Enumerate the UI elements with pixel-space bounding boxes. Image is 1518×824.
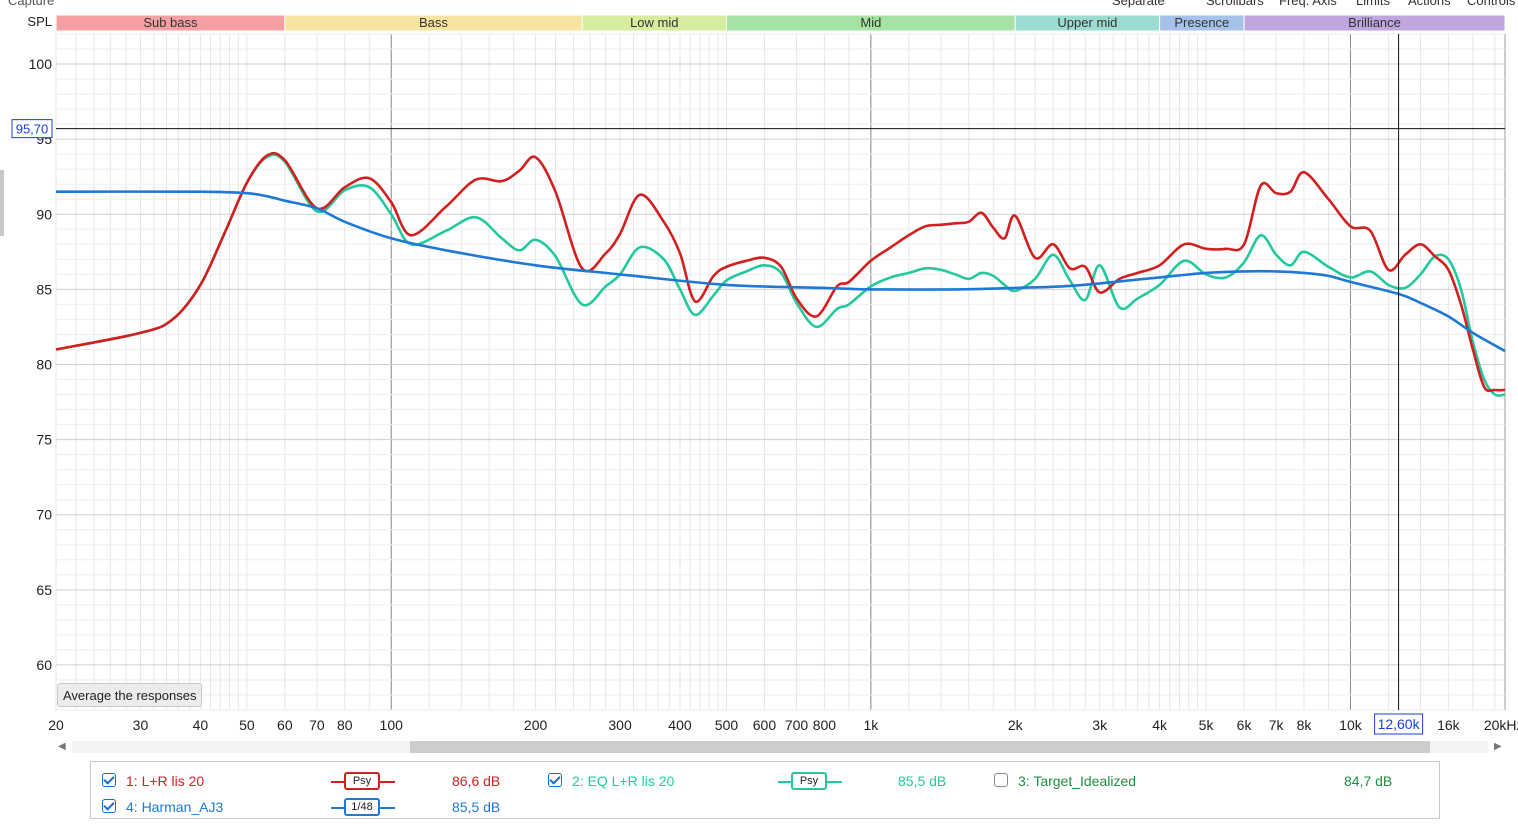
menu-actions[interactable]: Actions bbox=[1408, 0, 1451, 8]
smoothing-box-2: Psy bbox=[791, 772, 827, 790]
x-tick-label-9: 300 bbox=[608, 717, 632, 733]
x-tick-label-22: 8k bbox=[1297, 717, 1313, 733]
x-tick-label-11: 500 bbox=[715, 717, 739, 733]
band-label-0: Sub bass bbox=[143, 15, 198, 30]
band-label-5: Presence bbox=[1174, 15, 1229, 30]
x-tick-label-25: 20kHz bbox=[1484, 717, 1518, 733]
menu-freq-axis[interactable]: Freq. Axis bbox=[1279, 0, 1337, 8]
menu-scrollbars[interactable]: Scrollbars bbox=[1206, 0, 1264, 8]
x-tick-label-19: 5k bbox=[1199, 717, 1215, 733]
y-tick-label-7: 65 bbox=[36, 582, 52, 598]
smoothing-box-1: Psy bbox=[344, 772, 380, 790]
menu-partial-left[interactable]: Capture bbox=[8, 0, 55, 8]
spl-chart[interactable]: Sub bass Bass Low mid Mid Upper mid Presence B… bbox=[0, 0, 1518, 740]
x-tick-label-8: 200 bbox=[524, 717, 548, 733]
x-tick-label-23: 10k bbox=[1339, 717, 1363, 733]
x-tick-label-24: 16k bbox=[1437, 717, 1461, 733]
x-tick-label-17: 3k bbox=[1092, 717, 1108, 733]
checkbox-entry-3[interactable] bbox=[994, 773, 1008, 787]
series-line-2 bbox=[55, 190, 1506, 353]
cursor-x-box bbox=[1374, 713, 1424, 735]
side-panel-edge bbox=[0, 170, 4, 236]
checkbox-entry-2[interactable] bbox=[548, 773, 562, 787]
band-label-4: Upper mid bbox=[1057, 15, 1117, 30]
x-tick-label-1: 30 bbox=[133, 717, 149, 733]
legend-panel: 1: L+R lis 20 Psy 86,6 dB 2: EQ L+R lis … bbox=[90, 761, 1440, 819]
x-tick-label-13: 700 bbox=[785, 717, 809, 733]
band-label-2: Low mid bbox=[630, 15, 678, 30]
y-tick-label-5: 75 bbox=[36, 432, 52, 448]
band-label-1: Bass bbox=[419, 15, 448, 30]
smoothing-entry-2[interactable]: Psy bbox=[778, 772, 842, 792]
x-tick-label-18: 4k bbox=[1152, 717, 1168, 733]
x-tick-label-15: 1k bbox=[863, 717, 879, 733]
cursor-x-readout: 12,60k bbox=[1378, 716, 1421, 732]
band-label-6: Brilliance bbox=[1348, 15, 1401, 30]
legend-value-2: 85,5 dB bbox=[898, 773, 947, 789]
y-tick-label-0: 100 bbox=[29, 56, 53, 72]
legend-label-1: 1: L+R lis 20 bbox=[126, 773, 205, 789]
legend-value-1: 86,6 dB bbox=[452, 773, 501, 789]
band-6 bbox=[1243, 14, 1506, 32]
checkbox-entry-1[interactable] bbox=[102, 773, 116, 787]
scrollbar-thumb[interactable] bbox=[410, 741, 1430, 753]
x-tick-label-21: 7k bbox=[1269, 717, 1285, 733]
band-label-3: Mid bbox=[860, 15, 881, 30]
x-tick-label-0: 20 bbox=[48, 717, 64, 733]
cursor-y-box bbox=[11, 119, 53, 139]
y-tick-label-2: 90 bbox=[36, 206, 52, 222]
x-tick-label-3: 50 bbox=[239, 717, 255, 733]
menu-partial-right[interactable]: Separate bbox=[1112, 0, 1165, 8]
x-tick-label-10: 400 bbox=[668, 717, 692, 733]
legend-value-3: 84,7 dB bbox=[1344, 773, 1393, 789]
series-line-1 bbox=[55, 151, 1506, 393]
legend-label-4: 4: Harman_AJ3 bbox=[126, 799, 224, 815]
scroll-left-arrow-icon[interactable]: ◀ bbox=[58, 741, 66, 752]
menu-controls[interactable]: Controls bbox=[1467, 0, 1516, 8]
x-tick-label-20: 6k bbox=[1237, 717, 1253, 733]
y-axis-label: SPL bbox=[27, 14, 52, 29]
smoothing-entry-1[interactable]: Psy bbox=[331, 772, 395, 792]
x-tick-label-14: 800 bbox=[813, 717, 837, 733]
x-tick-label-6: 80 bbox=[337, 717, 353, 733]
y-tick-label-3: 85 bbox=[36, 281, 52, 297]
plot-area bbox=[55, 33, 1506, 711]
x-tick-label-4: 60 bbox=[277, 717, 293, 733]
legend-label-2: 2: EQ L+R lis 20 bbox=[572, 773, 675, 789]
y-tick-label-8: 60 bbox=[36, 657, 52, 673]
y-tick-label-6: 70 bbox=[36, 507, 52, 523]
checkbox-entry-4[interactable] bbox=[102, 799, 116, 813]
cursor-y-readout: 95,70 bbox=[16, 122, 49, 137]
y-tick-label-4: 80 bbox=[36, 356, 52, 372]
scroll-right-arrow-icon[interactable]: ▶ bbox=[1494, 741, 1502, 752]
x-tick-label-5: 70 bbox=[309, 717, 325, 733]
menu-limits[interactable]: Limits bbox=[1356, 0, 1390, 8]
average-responses-button[interactable]: Average the responses bbox=[57, 683, 203, 707]
x-tick-label-12: 600 bbox=[753, 717, 777, 733]
legend-label-3: 3: Target_Idealized bbox=[1018, 773, 1137, 789]
x-tick-label-2: 40 bbox=[193, 717, 209, 733]
x-tick-label-7: 100 bbox=[380, 717, 404, 733]
legend-value-4: 85,5 dB bbox=[452, 799, 501, 815]
x-tick-label-16: 2k bbox=[1008, 717, 1024, 733]
smoothing-entry-4[interactable]: 1/48 bbox=[331, 798, 395, 818]
smoothing-box-4: 1/48 bbox=[344, 798, 380, 816]
